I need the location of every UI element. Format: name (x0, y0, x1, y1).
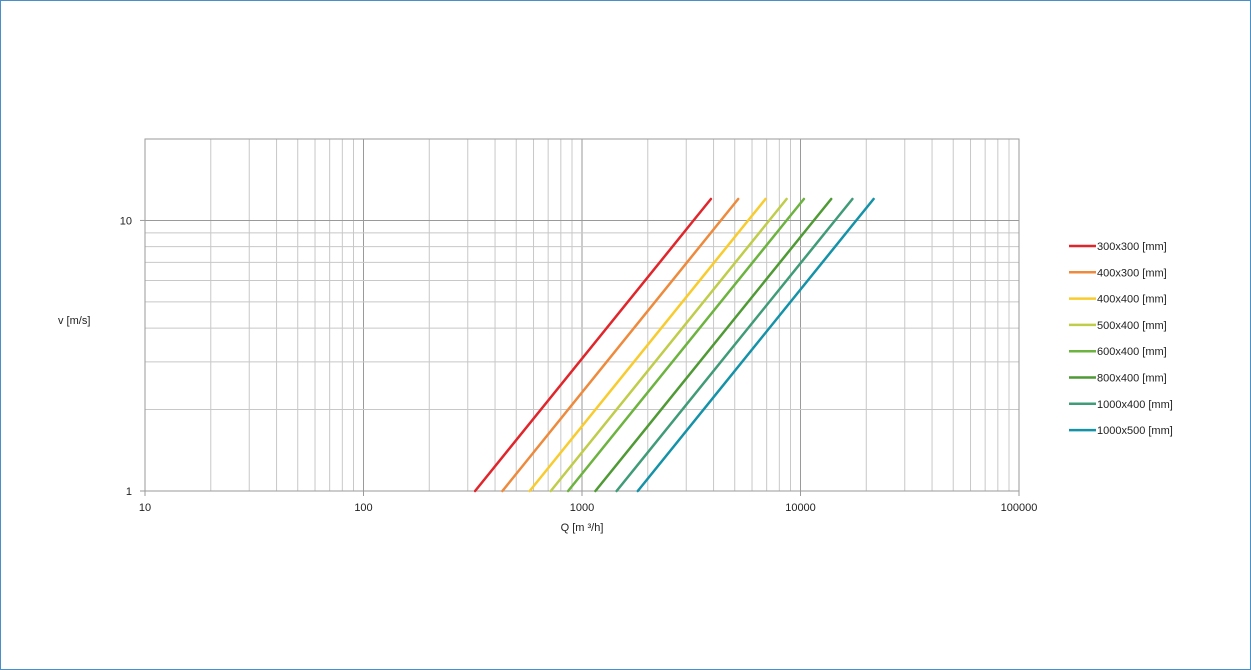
legend-label: 1000x400 [mm] (1097, 399, 1173, 411)
legend-label: 1000x500 [mm] (1097, 425, 1173, 437)
legend-label: 400x300 [mm] (1097, 267, 1167, 279)
x-tick-label: 100000 (1001, 502, 1038, 514)
x-tick-label: 1000 (570, 502, 594, 514)
series-line-7 (615, 197, 854, 493)
legend: 300x300 [mm] 400x300 [mm] 400x400 [mm] 500x… (1069, 241, 1173, 437)
series-line-2 (501, 197, 740, 493)
series-line-1 (473, 197, 713, 493)
y-tick-label: 10 (120, 215, 132, 227)
series-lines (473, 197, 875, 493)
x-tick-label: 10000 (785, 502, 816, 514)
series-line-3 (528, 197, 767, 493)
y-tick-label: 1 (126, 486, 132, 498)
series-line-6 (594, 197, 833, 493)
x-tick-label: 10 (139, 502, 151, 514)
legend-label: 800x400 [mm] (1097, 373, 1167, 385)
legend-label: 300x300 [mm] (1097, 241, 1167, 253)
series-line-8 (636, 197, 875, 493)
grid (145, 139, 1019, 491)
y-axis-label: v [m/s] (58, 315, 90, 327)
series-line-5 (566, 197, 806, 493)
legend-label: 500x400 [mm] (1097, 320, 1167, 332)
x-tick-label: 100 (354, 502, 372, 514)
series-line-4 (549, 197, 788, 493)
x-axis-label: Q [m ³/h] (561, 522, 604, 534)
legend-label: 400x400 [mm] (1097, 294, 1167, 306)
legend-label: 600x400 [mm] (1097, 346, 1167, 358)
tick-labels: 10 100 1000 10000 100000 1 10 (120, 215, 1038, 514)
